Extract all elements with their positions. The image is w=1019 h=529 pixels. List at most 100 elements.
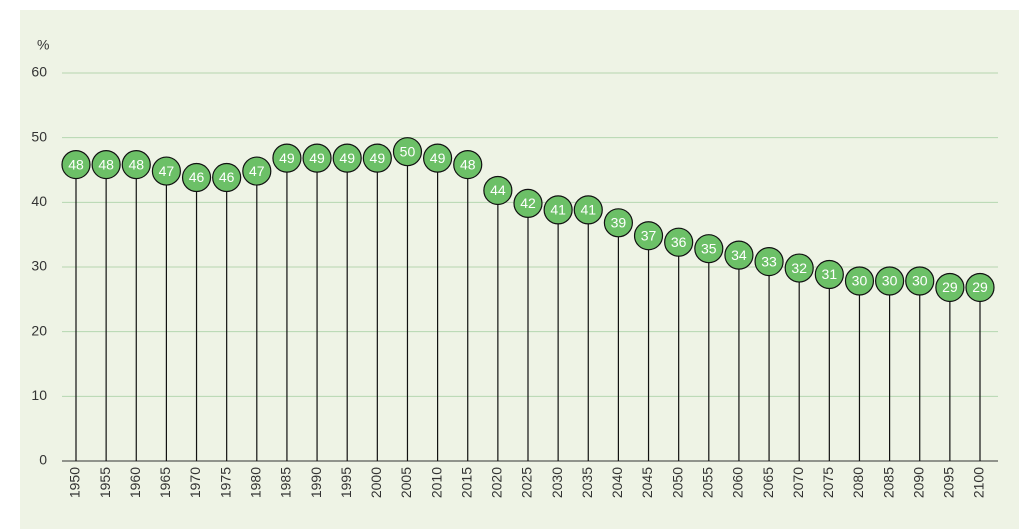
data-label: 48 [68, 156, 84, 172]
x-tick-label: 1955 [97, 467, 113, 498]
marker [332, 143, 362, 173]
data-label: 46 [189, 169, 205, 185]
marker [91, 150, 121, 180]
marker [423, 143, 453, 173]
marker [664, 227, 694, 257]
x-tick-label: 1995 [338, 467, 354, 498]
x-tick-label: 1980 [248, 467, 264, 498]
marker [573, 195, 603, 225]
marker [814, 259, 844, 290]
x-tick-label: 2090 [910, 467, 926, 498]
x-tick-label: 2035 [579, 467, 595, 498]
data-label: 44 [490, 182, 506, 198]
y-tick-label: 50 [31, 128, 47, 144]
x-tick-label: 1965 [157, 467, 173, 498]
y-tick-label: 60 [31, 64, 47, 80]
marker [543, 195, 573, 225]
data-label: 39 [611, 215, 627, 231]
x-tick-label: 1990 [308, 467, 324, 498]
y-tick-label: 30 [31, 258, 47, 274]
y-tick-label: 10 [31, 387, 47, 403]
x-tick-label: 2095 [941, 467, 957, 498]
x-tick-label: 1985 [278, 467, 294, 498]
x-tick-label: 1960 [127, 467, 143, 498]
data-label: 46 [219, 169, 235, 185]
data-label: 30 [852, 273, 868, 289]
marker [61, 150, 91, 180]
data-label: 31 [822, 266, 838, 282]
data-label: 29 [972, 279, 988, 295]
data-label: 36 [671, 234, 687, 250]
marker [844, 266, 875, 296]
marker [212, 162, 242, 193]
data-label: 30 [912, 273, 928, 289]
data-label: 41 [580, 202, 596, 218]
marker [121, 150, 151, 180]
marker [603, 208, 634, 238]
marker [935, 272, 965, 303]
marker [694, 234, 724, 264]
data-label: 33 [761, 253, 777, 269]
data-label: 49 [279, 150, 295, 166]
data-label: 47 [249, 163, 265, 179]
x-tick-label: 2050 [669, 467, 685, 498]
x-tick-label: 1970 [187, 467, 203, 498]
x-tick-label: 2000 [368, 467, 384, 498]
marker [483, 175, 513, 206]
data-label: 41 [550, 202, 566, 218]
marker [724, 240, 754, 270]
y-unit: % [37, 37, 49, 53]
marker [242, 156, 272, 186]
y-tick-label: 40 [31, 193, 47, 209]
x-tick-label: 2010 [428, 467, 444, 498]
x-tick-label: 2100 [971, 467, 987, 498]
marker [362, 143, 392, 173]
data-label: 34 [731, 247, 747, 263]
marker [905, 266, 935, 296]
data-label: 49 [430, 150, 446, 166]
marker [151, 156, 181, 186]
data-label: 42 [520, 195, 536, 211]
x-tick-label: 2085 [880, 467, 896, 498]
x-tick-label: 2020 [489, 467, 505, 498]
marker [784, 253, 814, 283]
chart-background [20, 10, 1019, 529]
data-label: 48 [128, 156, 144, 172]
x-tick-label: 2040 [609, 467, 625, 498]
marker [965, 272, 995, 303]
data-label: 49 [309, 150, 325, 166]
data-label: 47 [159, 163, 175, 179]
marker [272, 143, 302, 173]
marker [874, 266, 905, 296]
x-tick-label: 1950 [67, 467, 83, 498]
data-label: 32 [791, 260, 807, 276]
x-tick-label: 2025 [519, 467, 535, 498]
data-label: 35 [701, 240, 717, 256]
data-label: 48 [98, 156, 114, 172]
data-label: 37 [641, 227, 657, 243]
data-label: 48 [460, 156, 476, 172]
x-tick-label: 1975 [217, 467, 233, 498]
marker [453, 150, 483, 180]
x-tick-label: 2005 [398, 467, 414, 498]
x-tick-label: 2030 [549, 467, 565, 498]
x-tick-label: 2045 [639, 467, 655, 498]
x-tick-label: 2060 [730, 467, 746, 498]
y-tick-label: 20 [31, 322, 47, 338]
x-tick-label: 2055 [700, 467, 716, 498]
x-tick-label: 2080 [850, 467, 866, 498]
marker [181, 162, 212, 193]
x-tick-label: 2065 [760, 467, 776, 498]
marker [754, 247, 784, 277]
data-label: 29 [942, 279, 958, 295]
marker [392, 137, 423, 167]
data-label: 49 [370, 150, 386, 166]
marker [633, 221, 664, 251]
data-label: 49 [339, 150, 355, 166]
y-tick-label: 0 [39, 452, 47, 468]
data-label: 30 [882, 273, 898, 289]
data-label: 50 [400, 143, 416, 159]
x-tick-label: 2075 [820, 467, 836, 498]
